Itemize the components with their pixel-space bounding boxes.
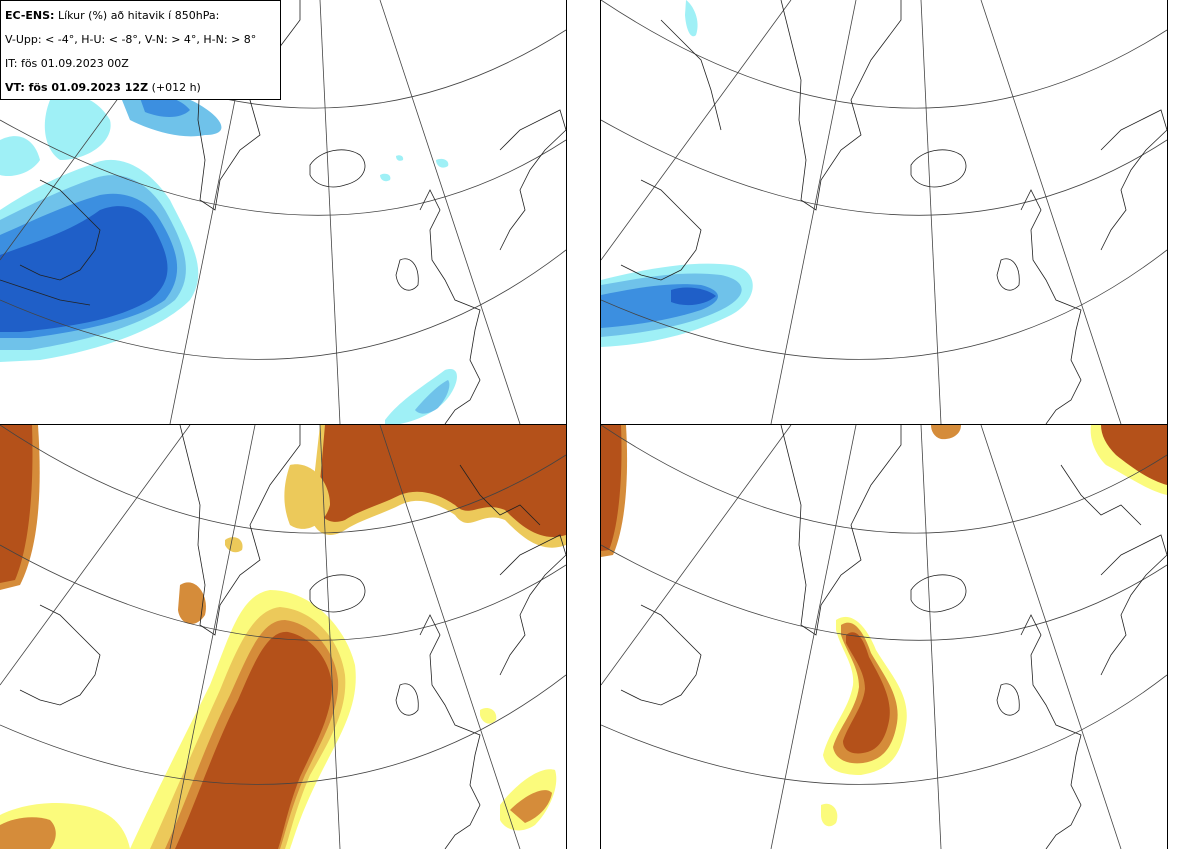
graticule: [0, 425, 566, 849]
valid-time: VT: fös 01.09.2023 12Z: [5, 81, 149, 94]
map-panel-top-left: 1009565355: [0, 0, 567, 425]
map-canvas: [0, 425, 566, 849]
map-canvas: [601, 425, 1167, 849]
probability-field: [601, 425, 1167, 827]
map-canvas: [601, 0, 1167, 424]
probability-field: [0, 89, 457, 424]
probability-field: [601, 0, 753, 347]
valid-time-line: VT: fös 01.09.2023 12Z (+012 h): [5, 77, 276, 101]
graticule: [601, 425, 1167, 849]
thresholds-line: V-Upp: < -4°, H-U: < -8°, V-N: > 4°, H-N…: [5, 33, 257, 46]
map-panel-top-right: 1009565355: [600, 0, 1168, 425]
title-line: EC-ENS: Líkur (%) að hitavik í 850hPa:: [5, 5, 276, 29]
model-name: EC-ENS:: [5, 9, 55, 22]
coastlines: [19, 425, 566, 849]
map-panel-bottom-right: 1009565355: [600, 424, 1168, 849]
graticule: [601, 0, 1167, 424]
info-legend-box: EC-ENS: Líkur (%) að hitavik í 850hPa: V…: [0, 0, 281, 100]
coastlines: [620, 0, 1167, 424]
probability-field: [0, 425, 566, 849]
map-canvas: [0, 0, 566, 424]
coastlines: [620, 425, 1167, 849]
init-time: IT: fös 01.09.2023 00Z: [5, 57, 129, 70]
map-title: Líkur (%) að hitavik í 850hPa:: [57, 9, 220, 22]
valid-offset: (+012 h): [151, 81, 201, 94]
map-panel-bottom-left: 1009565355: [0, 424, 567, 849]
